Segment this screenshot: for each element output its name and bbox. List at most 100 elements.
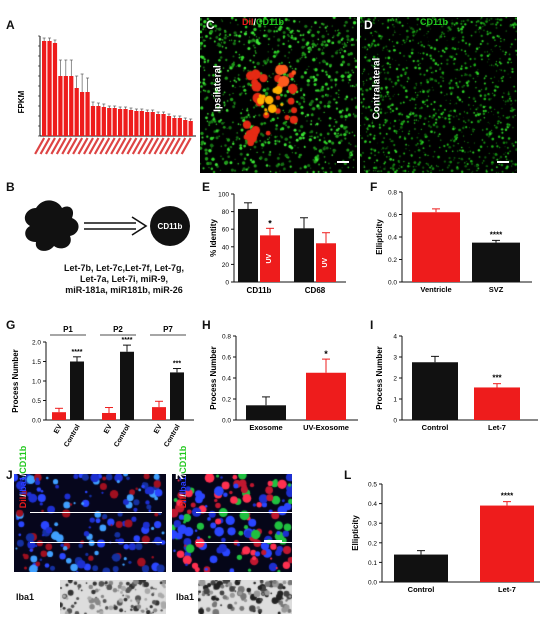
x-tick-label-mark [126, 137, 138, 155]
panel-c-micrograph: DiI/CD11b Ipsilateral [200, 17, 357, 173]
x-tick-label: CD68 [305, 286, 326, 295]
panel-j-iba1-image [60, 580, 166, 614]
panel-label-b: B [6, 180, 15, 194]
panel-j-iba1-canvas [60, 580, 166, 614]
x-tick-label-mark [88, 137, 100, 155]
bar [52, 412, 66, 420]
bar [102, 412, 116, 420]
y-tick-label: 0.5 [368, 482, 377, 489]
y-axis-label: Process Number [209, 346, 218, 410]
y-tick-label: 0.6 [222, 355, 231, 362]
mirna-line-1: Let-7b, Let-7c,Let-7f, Let-7g, [63, 263, 184, 273]
panel-f-chart: 0.0 0.2 0.4 0.6 0.8 Ellipticity Ventricle SVZ **… [375, 190, 532, 294]
y-tick-label: 0.8 [222, 334, 231, 341]
x-tick-label-mark [110, 137, 122, 155]
x-tick-label: EV [153, 423, 164, 435]
panel-k-micrograph [172, 474, 292, 572]
mirna-line-3: miR-181a, miR181b, miR-26 [65, 285, 183, 295]
x-tick-label-mark [99, 137, 111, 155]
x-tick-label: Control [422, 423, 449, 432]
panel-k-box-bottom [196, 542, 292, 543]
significance-marker: **** [122, 337, 133, 344]
y-axis-label: Ellipticity [375, 219, 384, 255]
panel-j-dil-text: DiI [18, 496, 28, 509]
y-axis-label: Process Number [11, 349, 20, 413]
y-tick-label: 20 [222, 262, 230, 269]
x-tick-label: Control [408, 585, 435, 594]
y-tick-label: 60 [222, 227, 230, 234]
bar [183, 120, 188, 136]
panel-j-micrograph [14, 474, 166, 572]
y-axis-label: Process Number [375, 346, 384, 410]
bar [90, 106, 96, 136]
bar [85, 92, 90, 136]
mirna-list: Let-7b, Let-7c,Let-7f, Let-7g, Let-7a, L… [50, 263, 198, 296]
x-tick-label: Let-7 [498, 585, 516, 594]
y-tick-label: 0.4 [222, 376, 231, 383]
x-tick-label-mark [104, 137, 116, 155]
mirna-line-2: Let-7a, Let-7i, miR-9, [79, 274, 169, 284]
panel-label-f: F [370, 180, 378, 194]
bar [63, 76, 68, 136]
bar [166, 116, 172, 136]
x-tick-label-mark [50, 137, 62, 155]
x-tick-label-mark [153, 137, 165, 155]
y-tick-label: 0.0 [388, 280, 397, 287]
y-tick-label: 0 [393, 418, 397, 425]
panel-d-image [360, 17, 517, 173]
panel-d-scale-bar [497, 161, 509, 163]
panel-j-sep-2: / [18, 473, 28, 477]
bar [188, 121, 193, 136]
panel-c-stain-label: DiI/CD11b [242, 17, 284, 27]
x-tick-label-mark [148, 137, 160, 155]
panel-j-stain-label: DiI/Iba1/CD11b [18, 432, 28, 522]
y-tick-label: 0.0 [222, 418, 231, 425]
bar [112, 108, 117, 136]
panel-label-e: E [202, 180, 211, 194]
panel-label-h: H [202, 318, 211, 332]
y-tick-label: 0.1 [368, 560, 377, 567]
bar [47, 41, 52, 136]
panel-j-image [14, 474, 166, 572]
bar [152, 407, 166, 420]
y-tick-label: 2 [393, 376, 397, 383]
bar [118, 109, 123, 136]
y-tick-label: 0.2 [368, 540, 377, 547]
bar [120, 351, 134, 420]
panel-k-iba1-label: Iba1 [176, 592, 195, 602]
panel-c-sep: / [253, 17, 257, 27]
panel-k-sep-1: / [178, 494, 188, 497]
panel-c-image [200, 17, 357, 173]
bar [74, 88, 79, 136]
panel-k-iba1-canvas [198, 580, 292, 614]
uv-series-label: UV [266, 253, 273, 263]
significance-marker: *** [173, 361, 181, 368]
y-tick-label: 0.2 [388, 257, 397, 264]
bar [128, 110, 134, 136]
panel-label-a: A [6, 18, 15, 32]
panel-d-stain-label: CD11b [420, 17, 449, 27]
x-tick-label-mark [72, 137, 84, 155]
bar [260, 235, 280, 282]
x-tick-label: EV [103, 423, 114, 435]
x-tick-label: Let-7 [488, 423, 506, 432]
panel-c-side-label: Ipsilateral [212, 65, 224, 112]
x-tick-label: CD11b [247, 286, 272, 295]
panel-label-k: K [175, 468, 184, 482]
x-tick-label: UV-Exosome [303, 423, 349, 432]
panel-k-iba1-image [198, 580, 292, 614]
panel-label-c: C [206, 18, 215, 32]
bar [101, 107, 106, 136]
bar [394, 554, 448, 582]
bar [52, 43, 58, 136]
y-tick-label: 40 [222, 244, 230, 251]
significance-marker: *** [492, 374, 502, 383]
panel-j-box-bottom [30, 542, 162, 543]
panel-k-dil-text: DiI [178, 496, 188, 509]
y-tick-label: 0.8 [388, 190, 397, 197]
x-tick-label-mark [164, 137, 176, 155]
x-tick-label-mark [159, 137, 170, 155]
bar [156, 114, 161, 136]
bar [69, 76, 74, 136]
